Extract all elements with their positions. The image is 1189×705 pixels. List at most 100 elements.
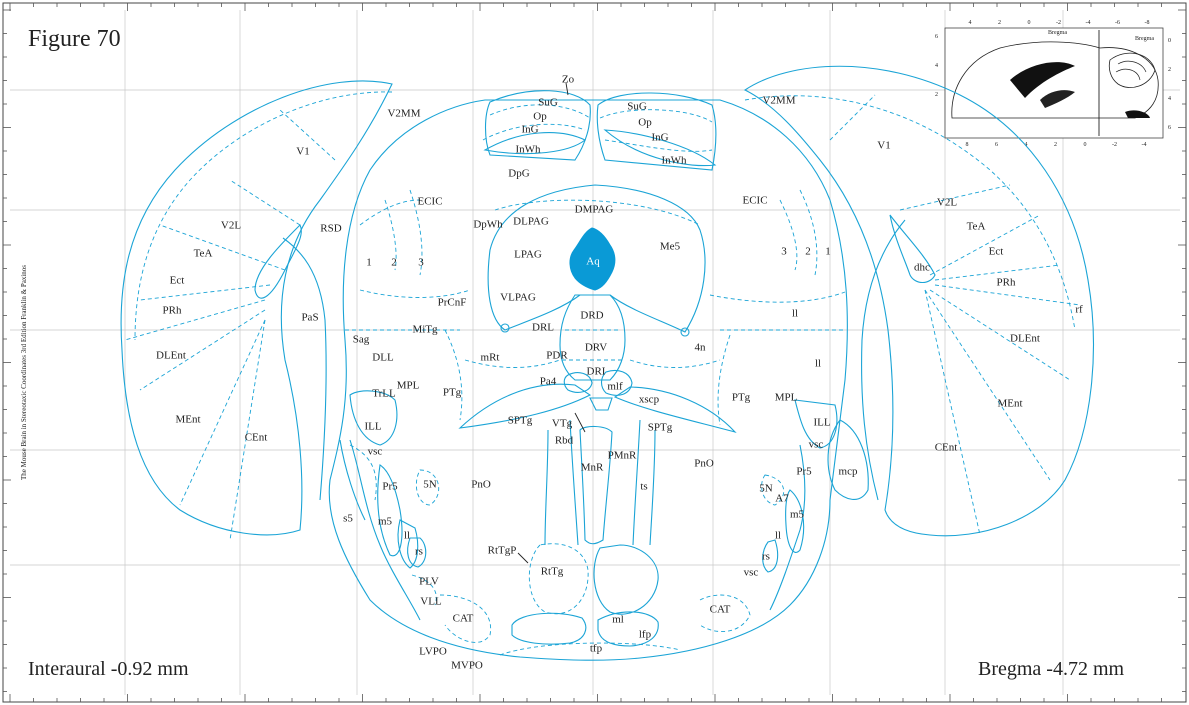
region-label: Me5 [660, 241, 681, 253]
region-label: ILL [364, 421, 381, 433]
figure-title: Figure 70 [28, 26, 121, 52]
region-label: mlf [607, 381, 623, 393]
inset-tick-label: -6 [1115, 20, 1120, 26]
region-label: ts [640, 481, 647, 493]
region-label: DMPAG [575, 204, 614, 216]
region-label: LVPO [419, 646, 447, 658]
inset-tick-label: 2 [998, 20, 1001, 26]
inset-tick-label: 4 [969, 20, 972, 26]
region-label: vsc [809, 439, 824, 451]
region-label: TrLL [372, 388, 396, 400]
region-label: tfp [590, 643, 603, 655]
region-label: V2L [937, 197, 957, 209]
region-label: VLPAG [500, 292, 536, 304]
region-label: 1 [825, 246, 831, 258]
region-label: MnR [581, 462, 604, 474]
region-label: Ect [989, 246, 1004, 258]
region-label: m5 [790, 509, 805, 521]
region-label: MEnt [997, 398, 1022, 410]
bregma-coordinate: Bregma -4.72 mm [978, 658, 1125, 680]
region-label: MPL [775, 392, 798, 404]
inset-tick-label: -2 [1056, 20, 1061, 26]
region-label: SuG [538, 97, 558, 109]
inset-tick-label: -4 [1086, 20, 1091, 26]
region-label: RtTgP [488, 545, 517, 557]
brain-outlines [120, 65, 1094, 661]
interaural-coordinate: Interaural -0.92 mm [28, 658, 189, 680]
region-label: PaS [301, 312, 318, 324]
region-label: PRh [163, 305, 182, 317]
region-label: InG [651, 132, 668, 144]
region-label: rf [1075, 304, 1083, 316]
region-label: RSD [320, 223, 341, 235]
region-label: DLEnt [156, 350, 186, 362]
region-label: PDR [546, 350, 568, 362]
region-label: RtTg [541, 566, 564, 578]
inset-tick-label: 4 [1168, 96, 1171, 102]
region-label: InG [521, 124, 538, 136]
inset-bregma-side: Bregma [1135, 36, 1154, 42]
inset-tick-label: 6 [995, 142, 998, 148]
region-label: ll [815, 358, 821, 370]
region-label: DLPAG [513, 216, 549, 228]
region-label: MPL [397, 380, 420, 392]
region-label: ll [404, 530, 410, 542]
region-label: 4n [695, 342, 707, 354]
region-label: PRh [997, 277, 1016, 289]
region-label: 2 [805, 246, 811, 258]
region-label: TeA [967, 221, 986, 233]
region-label: PnO [694, 458, 714, 470]
region-label: 1 [366, 257, 372, 269]
inset-tick-label: 2 [1168, 67, 1171, 73]
region-label: CEnt [245, 432, 268, 444]
region-label: DRL [532, 322, 554, 334]
region-label: V2MM [387, 108, 420, 120]
region-label: DRV [585, 342, 607, 354]
aqueduct [569, 227, 616, 291]
side-credit: The Mouse Brain in Stereotaxic Coordinat… [20, 265, 28, 480]
region-label: ll [792, 308, 798, 320]
region-label: InWh [515, 144, 541, 156]
region-label: 3 [781, 246, 787, 258]
region-label: TeA [194, 248, 213, 260]
region-label: Pr5 [796, 466, 812, 478]
region-label: Op [638, 117, 652, 129]
region-label: m5 [378, 516, 393, 528]
region-label: Sag [353, 334, 370, 346]
inset-tick-label: 2 [935, 92, 938, 98]
region-label: SPTg [648, 422, 673, 434]
region-label: mRt [481, 352, 500, 364]
inset-tick-label: 2 [1054, 142, 1057, 148]
region-label: V1 [296, 146, 309, 158]
region-label: ECIC [742, 195, 767, 207]
region-label: vsc [744, 567, 759, 579]
region-label: rs [762, 551, 770, 563]
region-label: 2 [391, 257, 397, 269]
region-label: PTg [732, 392, 751, 404]
region-label: vsc [368, 446, 383, 458]
region-label: DLL [372, 352, 394, 364]
region-label: VLL [420, 596, 442, 608]
inset-tick-label: -2 [1112, 142, 1117, 148]
region-label: Aq [586, 256, 600, 268]
region-label: xscp [639, 394, 660, 406]
region-label: MEnt [175, 414, 200, 426]
region-label: V2L [221, 220, 241, 232]
region-label: DLEnt [1010, 333, 1040, 345]
region-label: PLV [419, 576, 439, 588]
region-label: Pr5 [382, 481, 398, 493]
inset-tick-label: 6 [935, 34, 938, 40]
inset-tick-label: 6 [1168, 125, 1171, 131]
region-label: PTg [443, 387, 462, 399]
region-label: CEnt [935, 442, 958, 454]
region-label: CAT [710, 604, 731, 616]
region-label: SuG [627, 101, 647, 113]
region-label: ll [775, 530, 781, 542]
region-label: V1 [877, 140, 890, 152]
region-label: V2MM [762, 95, 795, 107]
region-label: ILL [813, 417, 830, 429]
